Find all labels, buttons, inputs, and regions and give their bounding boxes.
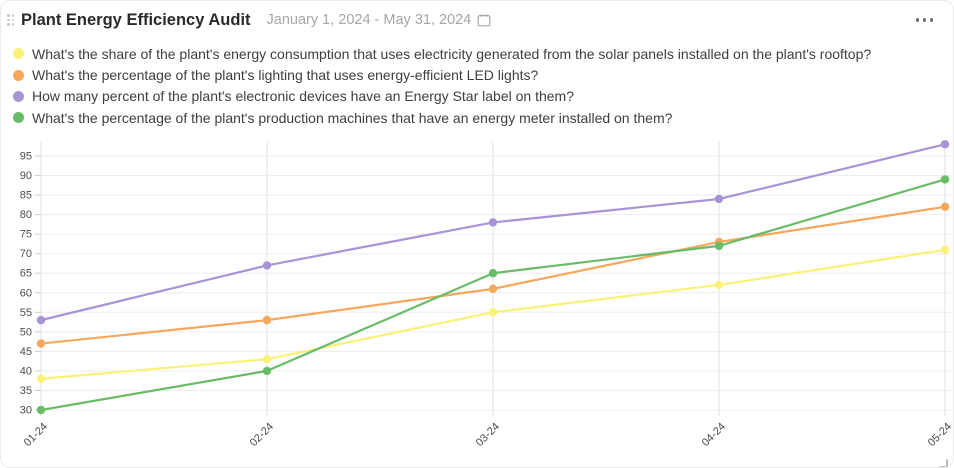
- legend-item: What's the share of the plant's energy c…: [13, 43, 945, 64]
- drag-handle-icon[interactable]: [5, 11, 16, 29]
- data-point: [940, 202, 950, 211]
- corner-bracket-icon: [939, 459, 948, 467]
- date-range-control[interactable]: January 1, 2024 - May 31, 2024: [267, 12, 492, 28]
- more-options-button[interactable]: [912, 12, 938, 28]
- data-point: [940, 175, 950, 184]
- legend-dot-icon: [13, 112, 24, 124]
- legend-label: How many percent of the plant's electron…: [32, 88, 574, 105]
- drag-dot: [7, 23, 10, 26]
- y-axis-label: 65: [20, 268, 32, 280]
- y-axis-label: 40: [20, 365, 32, 377]
- data-point: [488, 308, 498, 317]
- drag-dot: [11, 14, 14, 17]
- data-point: [488, 269, 498, 278]
- data-point: [488, 284, 498, 294]
- x-axis-label: 02-24: [248, 421, 276, 449]
- y-axis-label: 85: [20, 190, 32, 202]
- data-point: [262, 366, 272, 376]
- data-point: [488, 218, 498, 227]
- data-point: [36, 374, 46, 383]
- ellipsis-dot: [922, 18, 926, 22]
- legend-item: What's the percentage of the plant's lig…: [13, 64, 945, 85]
- data-point: [940, 245, 950, 254]
- chart-legend: What's the share of the plant's energy c…: [13, 43, 945, 129]
- legend-dot-icon: [13, 90, 24, 102]
- y-axis-label: 60: [20, 287, 32, 299]
- data-point: [36, 339, 46, 348]
- y-axis-label: 95: [20, 151, 32, 163]
- resize-handle[interactable]: [939, 455, 948, 467]
- calendar-icon: [477, 14, 491, 27]
- widget-header: Plant Energy Efficiency Audit January 1,…: [1, 7, 953, 33]
- y-axis-label: 80: [20, 209, 32, 221]
- x-axis-label: 01-24: [22, 421, 50, 449]
- legend-label: What's the share of the plant's energy c…: [32, 45, 872, 62]
- drag-dot: [7, 18, 10, 22]
- data-point: [262, 355, 272, 364]
- legend-dot-icon: [13, 48, 24, 60]
- legend-label: What's the percentage of the plant's lig…: [32, 67, 539, 84]
- y-axis-label: 90: [20, 170, 32, 182]
- date-range-label: January 1, 2024 - May 31, 2024: [266, 12, 472, 28]
- legend-dot-icon: [13, 69, 24, 81]
- drag-dot: [7, 14, 10, 17]
- y-axis-label: 50: [20, 326, 32, 338]
- legend-label: What's the percentage of the plant's pro…: [32, 109, 673, 126]
- data-point: [714, 194, 724, 204]
- x-axis-label: 05-24: [926, 421, 954, 449]
- y-axis-label: 45: [20, 346, 32, 358]
- data-point: [262, 315, 272, 325]
- data-point: [714, 241, 724, 251]
- drag-dot: [11, 23, 14, 26]
- legend-item: What's the percentage of the plant's pro…: [13, 107, 945, 128]
- data-point: [940, 140, 950, 149]
- x-axis-label: 04-24: [700, 421, 728, 449]
- y-axis-label: 75: [20, 229, 32, 241]
- ellipsis-dot: [929, 18, 933, 22]
- page-title: Plant Energy Efficiency Audit: [21, 10, 251, 29]
- ellipsis-dot: [915, 18, 919, 22]
- x-axis-label: 03-24: [474, 421, 502, 449]
- data-point: [714, 280, 724, 290]
- y-axis-label: 55: [20, 307, 32, 319]
- legend-item: How many percent of the plant's electron…: [13, 86, 945, 107]
- y-axis-label: 70: [20, 248, 32, 260]
- y-axis-label: 30: [20, 405, 32, 417]
- drag-dot: [11, 18, 14, 22]
- data-point: [262, 261, 272, 270]
- data-point: [36, 315, 46, 325]
- data-point: [36, 405, 46, 415]
- y-axis-label: 35: [20, 385, 32, 397]
